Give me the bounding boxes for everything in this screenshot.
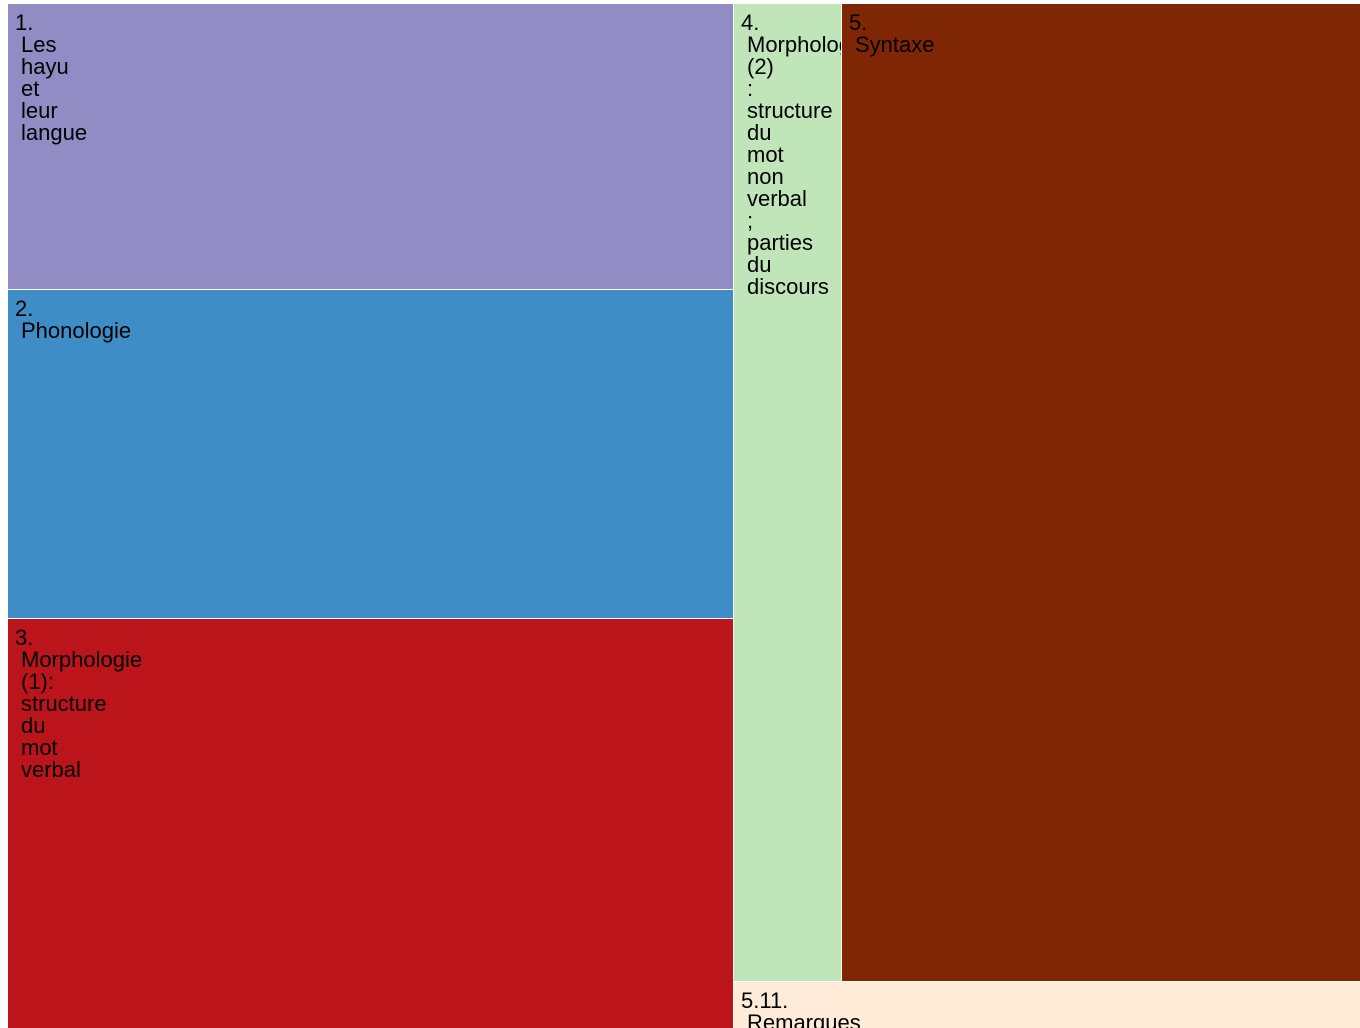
treemap-cell-label-word: discours xyxy=(747,274,829,299)
treemap-cell-label-word: (2) xyxy=(747,54,774,79)
treemap-cell-label-word: structure xyxy=(747,98,833,123)
treemap-cell-4[interactable]: 4.Morphologie(2):structuredumotnonverbal… xyxy=(734,4,841,981)
treemap-cell-label-word: mot xyxy=(747,142,784,167)
treemap-cell-label-word: structure xyxy=(21,691,107,716)
treemap-cell-label-word: Remarques xyxy=(747,1010,861,1028)
treemap-cell-number: 5.11. xyxy=(741,988,789,1013)
treemap-cell-label-word: verbal xyxy=(747,186,807,211)
treemap-cell-label-word: (1): xyxy=(21,669,54,694)
treemap-cell-label-word: non xyxy=(747,164,784,189)
treemap-cell-1[interactable]: 1. Les hayu et leur langue xyxy=(8,4,733,289)
treemap-cell-label: 5. Syntaxe xyxy=(849,12,935,56)
treemap-cell-label: 5.11. Remarques xyxy=(741,990,861,1028)
treemap-cell-number: 1. xyxy=(15,10,34,35)
treemap-cell-label: 1. Les hayu et leur langue xyxy=(15,12,87,144)
treemap-cell-label-word: Syntaxe xyxy=(855,32,935,57)
treemap-cell-number: 2. xyxy=(15,296,34,321)
treemap-cell-number: 5. xyxy=(849,10,868,35)
treemap-cell-label-word: Les xyxy=(21,32,57,57)
treemap-cell-label-word: Morphologie xyxy=(21,647,143,672)
treemap-cell-label-word: Phonologie xyxy=(21,318,132,343)
treemap-cell-label-word: du xyxy=(747,120,772,145)
treemap-cell-label-word: hayu xyxy=(21,54,69,79)
treemap-cell-5[interactable]: 5. Syntaxe xyxy=(842,4,1360,981)
treemap-cell-label-word: et xyxy=(21,76,40,101)
treemap-cell-label-word: du xyxy=(21,713,46,738)
treemap-cell-label: 3. Morphologie (1): structure du mot verbal xyxy=(15,627,142,781)
treemap-cell-label: 4.Morphologie(2):structuredumotnonverbal… xyxy=(741,12,841,298)
treemap-cell-5-11[interactable]: 5.11. Remarques xyxy=(734,982,1360,1028)
treemap-cell-2[interactable]: 2. Phonologie xyxy=(8,290,733,618)
treemap-cell-label-word: mot xyxy=(21,735,58,760)
treemap-cell-number: 4. xyxy=(741,10,760,35)
treemap-cell-label-word: langue xyxy=(21,120,88,145)
treemap-cell-label: 2. Phonologie xyxy=(15,298,131,342)
treemap-cell-label-word: verbal xyxy=(21,757,81,782)
treemap-cell-label-word: du xyxy=(747,252,772,277)
treemap-cell-label-word: ; xyxy=(747,208,754,233)
treemap-cell-3[interactable]: 3. Morphologie (1): structure du mot verbal xyxy=(8,619,733,1028)
treemap-cell-label-word: parties xyxy=(747,230,814,255)
treemap-cell-label-word: : xyxy=(747,76,754,101)
treemap-cell-label-word: Morphologie xyxy=(747,32,841,57)
treemap-cell-label-word: leur xyxy=(21,98,58,123)
treemap-cell-number: 3. xyxy=(15,625,34,650)
